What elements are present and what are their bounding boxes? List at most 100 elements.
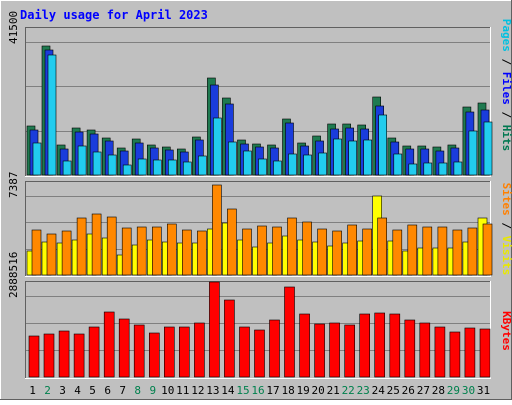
- bar-pages-day-11: [183, 161, 192, 176]
- day-label-18: 18: [281, 384, 294, 397]
- bar-pages-day-31: [483, 121, 493, 176]
- legend-part: Visits: [500, 236, 512, 276]
- bar-pages-day-16: [258, 158, 267, 176]
- bar-sites-day-12: [197, 230, 207, 276]
- bar-pages-day-21: [333, 138, 342, 176]
- bar-kbytes-day-26: [404, 319, 416, 378]
- series-legend: KBytes: [500, 311, 512, 351]
- day-label-2: 2: [44, 384, 51, 397]
- chart-title: Daily usage for April 2023: [20, 8, 208, 22]
- day-label-15: 15: [236, 384, 249, 397]
- day-label-17: 17: [266, 384, 279, 397]
- day-label-14: 14: [221, 384, 235, 397]
- bar-kbytes-day-9: [149, 332, 160, 378]
- day-label-11: 11: [176, 384, 189, 397]
- bar-kbytes-day-23: [359, 313, 371, 378]
- bar-sites-day-28: [437, 226, 448, 276]
- panel-kbytes: 2888516 KBytes: [7, 252, 512, 379]
- bar-pages-day-19: [303, 154, 312, 176]
- bar-pages-day-3: [62, 160, 72, 176]
- bar-sites-day-22: [347, 224, 358, 276]
- day-label-3: 3: [59, 384, 66, 397]
- bar-pages-day-14: [228, 141, 237, 176]
- legend-part: Sites: [500, 183, 512, 216]
- bar-pages-day-9: [153, 159, 162, 176]
- day-label-9: 9: [149, 384, 156, 397]
- bar-kbytes-day-22: [344, 324, 356, 378]
- bar-kbytes-day-30: [464, 327, 476, 378]
- bar-sites-day-27: [422, 226, 433, 276]
- bar-sites-day-25: [392, 229, 403, 276]
- bar-kbytes-day-24: [374, 312, 386, 378]
- bar-kbytes-day-20: [314, 323, 325, 378]
- bar-pages-day-2: [47, 54, 57, 176]
- bar-pages-day-13: [213, 117, 222, 176]
- legend-part: Files: [500, 72, 512, 105]
- bar-kbytes-day-14: [224, 299, 235, 378]
- ylabel-max: 7387: [7, 172, 20, 199]
- ylabel-max: 2888516: [7, 252, 20, 298]
- bar-pages-day-25: [393, 153, 403, 176]
- bar-sites-day-4: [76, 217, 87, 276]
- day-labels: 1 2 3 4 5 6 7 8 9 10 11 12 13 14 15 16 17 18 19 20 21 22 23 24 2…: [29, 384, 490, 397]
- day-label-23: 23: [357, 384, 370, 397]
- bar-sites-day-8: [136, 226, 147, 276]
- bar-pages-day-17: [273, 160, 282, 176]
- bar-pages-day-7: [122, 164, 132, 176]
- bar-sites-day-10: [167, 223, 177, 276]
- day-label-25: 25: [387, 384, 400, 397]
- bar-pages-day-24: [378, 114, 388, 176]
- series-legend: Pages / Files / Hits: [500, 19, 512, 152]
- bar-pages-day-18: [288, 153, 297, 176]
- panel-visits-sites: 7387 Sites / Visits: [7, 172, 512, 277]
- bar-kbytes-day-8: [133, 324, 145, 378]
- bar-kbytes-day-25: [389, 313, 401, 378]
- bar-sites-day-24: [377, 217, 388, 276]
- bar-kbytes-day-2: [43, 333, 55, 378]
- series-legend: Sites / Visits: [500, 183, 512, 276]
- bar-pages-day-27: [423, 162, 433, 176]
- day-label-19: 19: [296, 384, 309, 397]
- bar-kbytes-day-15: [239, 326, 250, 378]
- ylabel-max: 41500: [7, 11, 20, 44]
- bar-pages-day-15: [243, 150, 252, 176]
- bar-kbytes-day-31: [479, 328, 491, 378]
- bar-kbytes-day-10: [164, 326, 175, 378]
- bar-kbytes-day-13: [209, 281, 220, 378]
- bar-kbytes-day-27: [419, 322, 431, 378]
- bar-pages-day-28: [438, 162, 448, 176]
- chart-panels: 41500 Pages / Files / Hits 7387 Sites / Vis…: [7, 11, 512, 379]
- legend-part: Hits: [500, 125, 512, 152]
- day-label-26: 26: [402, 384, 415, 397]
- day-label-10: 10: [161, 384, 174, 397]
- bar-pages-day-8: [137, 158, 147, 176]
- day-label-20: 20: [311, 384, 324, 397]
- bar-kbytes-day-11: [179, 326, 190, 378]
- bar-kbytes-day-19: [299, 313, 310, 378]
- legend-part: Pages: [500, 19, 512, 52]
- bar-pages-day-29: [453, 161, 463, 176]
- legend-part: /: [500, 105, 512, 125]
- bar-sites-day-29: [452, 229, 463, 276]
- bar-sites-day-1: [31, 229, 42, 276]
- day-label-22: 22: [342, 384, 355, 397]
- bar-pages-day-6: [107, 154, 117, 176]
- bar-kbytes-day-7: [118, 318, 130, 378]
- day-label-16: 16: [251, 384, 264, 397]
- bar-pages-day-20: [318, 152, 327, 176]
- bar-kbytes-day-28: [434, 326, 446, 378]
- day-label-8: 8: [134, 384, 141, 397]
- day-label-30: 30: [462, 384, 475, 397]
- day-label-27: 27: [417, 384, 430, 397]
- bar-sites-day-3: [61, 230, 72, 276]
- bar-sites-day-5: [91, 213, 102, 276]
- bar-pages-day-1: [32, 142, 42, 176]
- panel-hits-files-pages: 41500 Pages / Files / Hits: [7, 11, 512, 177]
- legend-part: /: [500, 52, 512, 72]
- day-label-13: 13: [206, 384, 219, 397]
- bar-kbytes-day-21: [329, 322, 340, 378]
- bar-kbytes-day-6: [103, 311, 115, 378]
- bar-kbytes-day-12: [194, 322, 205, 378]
- bar-kbytes-day-16: [254, 329, 265, 378]
